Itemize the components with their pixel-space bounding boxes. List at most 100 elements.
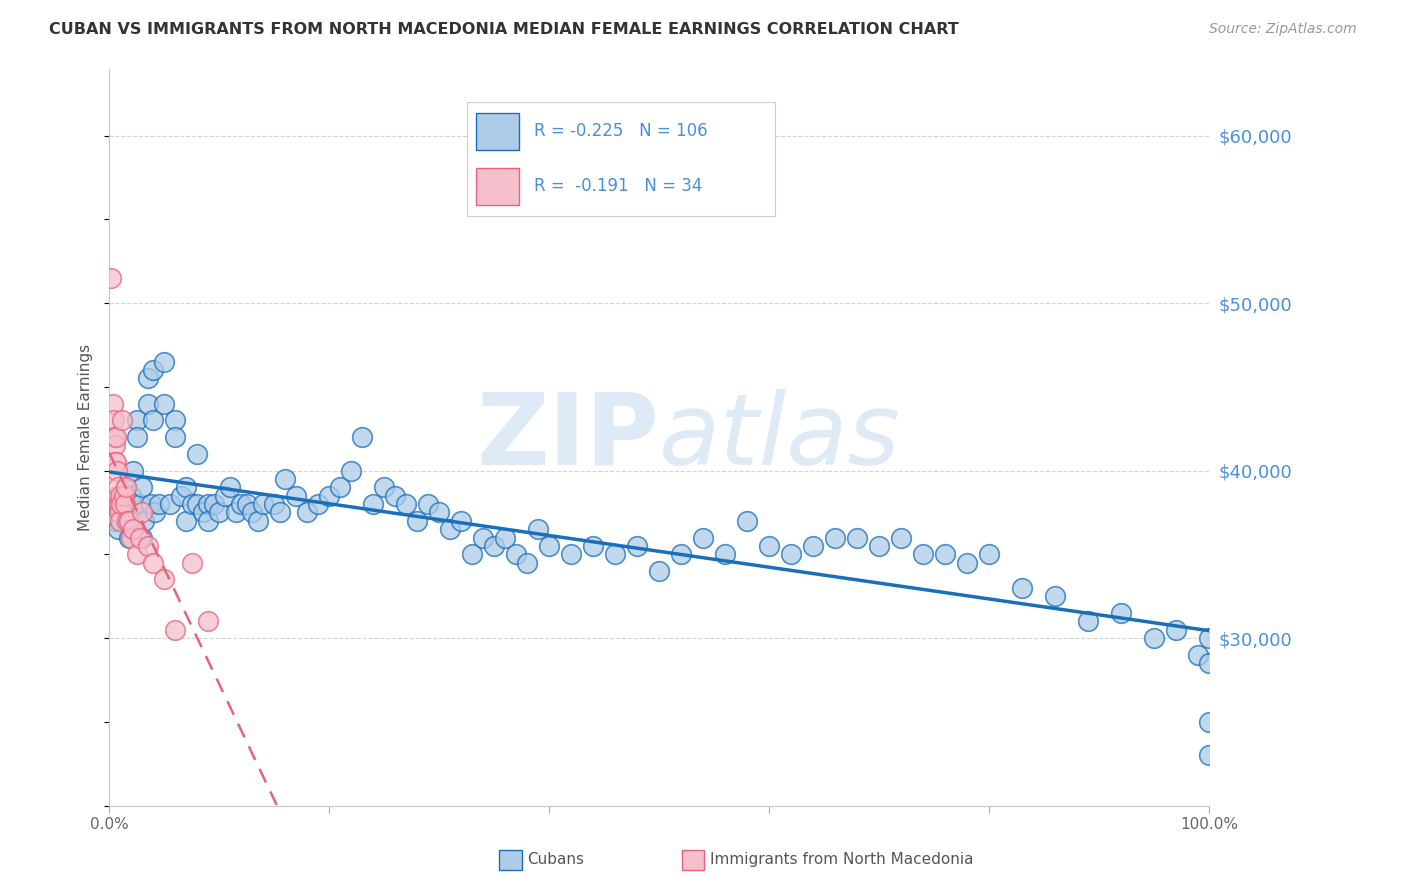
Point — [114, 480, 136, 494]
Point — [105, 464, 128, 478]
Point — [219, 480, 242, 494]
Point — [114, 480, 136, 494]
Point — [165, 430, 187, 444]
Point — [142, 413, 165, 427]
Point — [104, 497, 127, 511]
Text: CUBAN VS IMMIGRANTS FROM NORTH MACEDONIA MEDIAN FEMALE EARNINGS CORRELATION CHAR: CUBAN VS IMMIGRANTS FROM NORTH MACEDONIA… — [49, 22, 959, 37]
Point — [352, 430, 374, 444]
Point — [115, 514, 138, 528]
Point — [780, 547, 803, 561]
Text: Source: ZipAtlas.com: Source: ZipAtlas.com — [1209, 22, 1357, 37]
Point — [111, 497, 134, 511]
Point — [197, 497, 219, 511]
Point — [125, 430, 148, 444]
Point — [285, 489, 308, 503]
Point — [191, 505, 214, 519]
Point — [439, 522, 461, 536]
Point — [395, 497, 418, 511]
Point — [1143, 631, 1166, 645]
Point — [104, 455, 127, 469]
Point — [174, 480, 197, 494]
Point — [159, 497, 181, 511]
Point — [197, 514, 219, 528]
Point — [225, 505, 247, 519]
Text: ZIP: ZIP — [477, 389, 659, 485]
Point — [125, 413, 148, 427]
Point — [307, 497, 329, 511]
Point — [868, 539, 890, 553]
Point — [516, 556, 538, 570]
Point — [110, 514, 132, 528]
Point — [979, 547, 1001, 561]
Point — [461, 547, 484, 561]
Point — [297, 505, 319, 519]
Point — [122, 464, 145, 478]
Point — [139, 497, 162, 511]
Point — [1043, 589, 1066, 603]
Point — [142, 363, 165, 377]
Point — [482, 539, 505, 553]
Point — [246, 514, 269, 528]
Point — [118, 514, 141, 528]
Point — [145, 505, 167, 519]
Point — [114, 497, 136, 511]
Point — [134, 514, 156, 528]
Point — [114, 514, 136, 528]
Point — [252, 497, 274, 511]
Point — [153, 573, 176, 587]
Point — [180, 556, 202, 570]
Point — [269, 505, 291, 519]
Point — [1011, 581, 1033, 595]
Point — [263, 497, 285, 511]
Point — [110, 489, 132, 503]
Point — [142, 556, 165, 570]
Point — [136, 396, 159, 410]
Point — [122, 522, 145, 536]
Point — [418, 497, 440, 511]
Point — [105, 489, 128, 503]
Point — [235, 497, 257, 511]
Point — [148, 497, 170, 511]
Point — [214, 489, 236, 503]
Point — [186, 497, 208, 511]
Point — [846, 531, 869, 545]
Point — [103, 413, 125, 427]
Point — [1198, 657, 1220, 671]
Point — [104, 430, 127, 444]
Point — [494, 531, 516, 545]
Point — [174, 514, 197, 528]
Point — [110, 497, 132, 511]
Point — [180, 497, 202, 511]
Point — [104, 455, 127, 469]
Point — [373, 480, 395, 494]
Point — [472, 531, 495, 545]
Point — [107, 497, 129, 511]
Point — [1164, 623, 1187, 637]
Point — [125, 547, 148, 561]
Point — [692, 531, 714, 545]
Point — [274, 472, 297, 486]
Point — [1198, 714, 1220, 729]
Point — [111, 413, 134, 427]
Point — [824, 531, 846, 545]
Point — [197, 615, 219, 629]
Point — [384, 489, 406, 503]
Point — [110, 505, 132, 519]
Point — [170, 489, 193, 503]
Point — [605, 547, 627, 561]
Point — [165, 623, 187, 637]
Point — [538, 539, 561, 553]
Point — [956, 556, 979, 570]
Point — [131, 505, 153, 519]
Point — [318, 489, 340, 503]
Point — [104, 438, 127, 452]
Point — [103, 430, 125, 444]
Point — [505, 547, 527, 561]
Point — [108, 505, 131, 519]
Point — [202, 497, 225, 511]
Point — [427, 505, 450, 519]
Point — [118, 531, 141, 545]
Point — [186, 447, 208, 461]
Point — [890, 531, 912, 545]
Point — [153, 396, 176, 410]
